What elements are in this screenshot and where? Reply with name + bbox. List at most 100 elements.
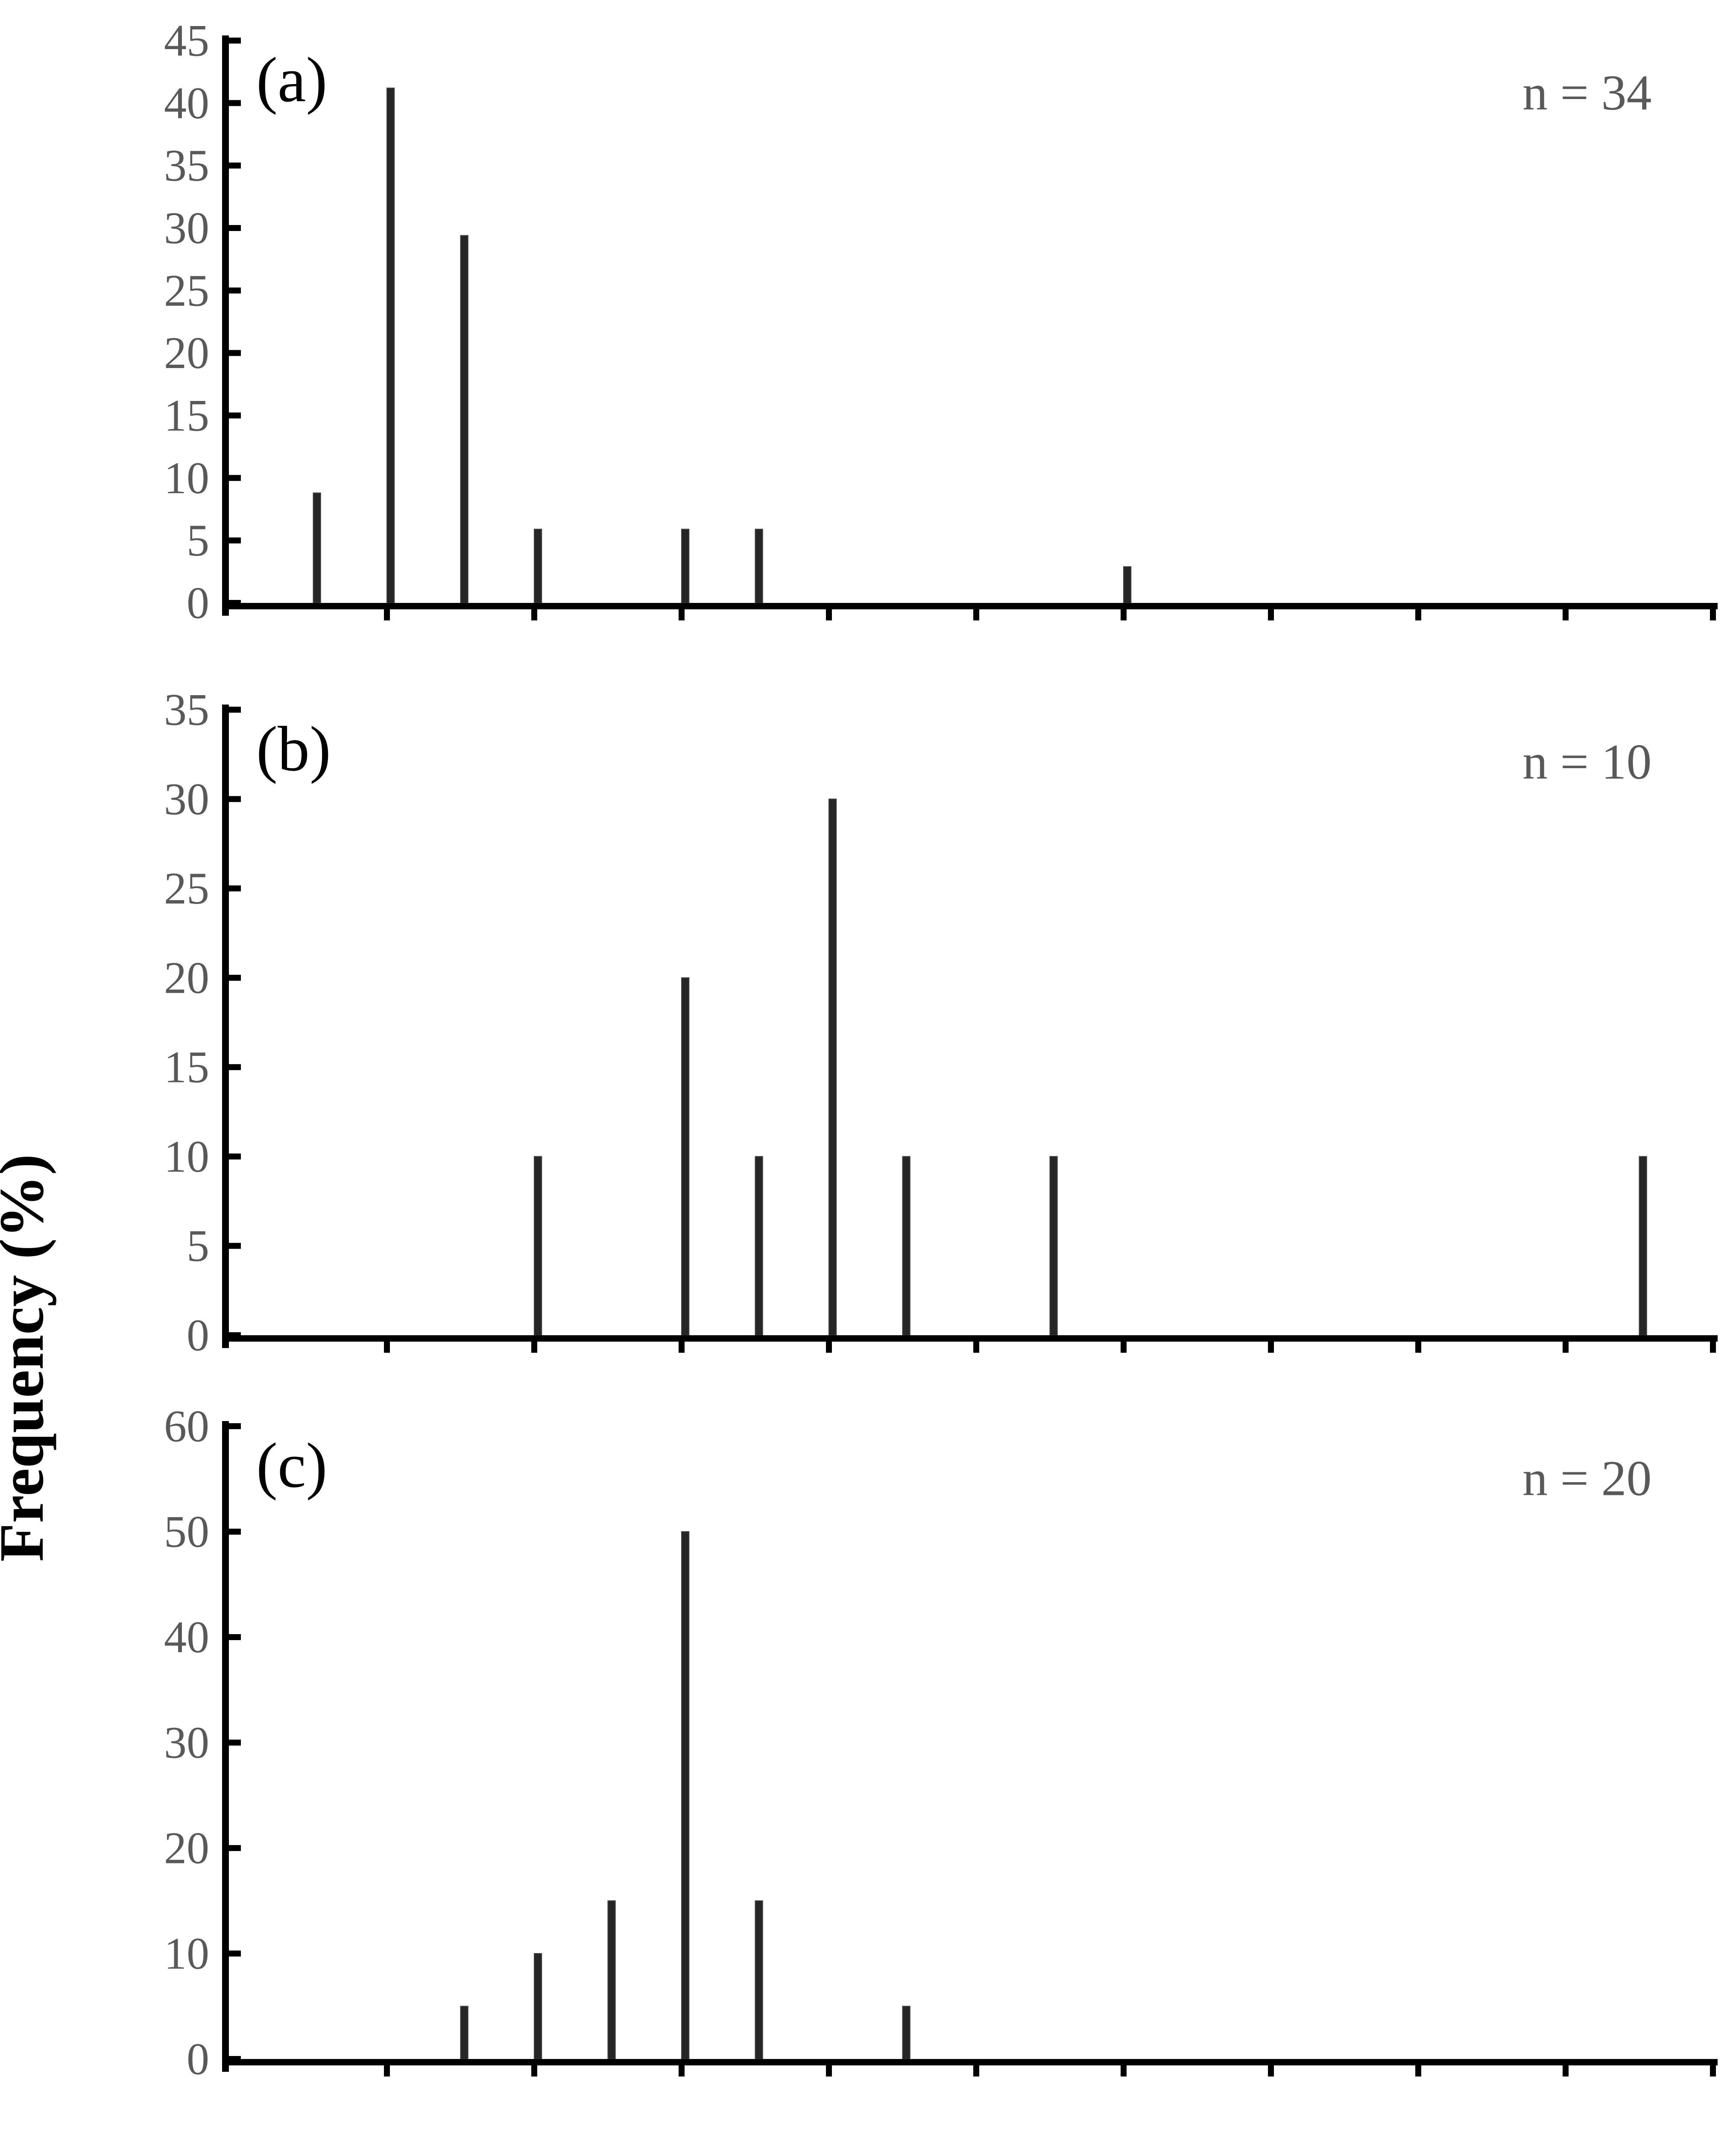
x-tick-b-20 bbox=[531, 1342, 537, 1353]
y-tick-c-30 bbox=[229, 1740, 241, 1746]
histogram-bar-b-55-60 bbox=[1049, 1156, 1058, 1336]
histogram-bar-a-5-10 bbox=[313, 492, 321, 604]
histogram-bar-a-60-65 bbox=[1123, 566, 1132, 604]
histogram-bar-c-20-25 bbox=[534, 1953, 542, 2059]
y-tick-label-a-40: 40 bbox=[164, 78, 209, 128]
x-tick-b-30 bbox=[679, 1342, 685, 1353]
x-tick-c-80 bbox=[1415, 2065, 1421, 2077]
y-tick-c-10 bbox=[229, 1951, 241, 1957]
x-tick-c-60 bbox=[1121, 2065, 1127, 2077]
x-tick-c-40 bbox=[826, 2065, 832, 2077]
x-tick-a-40 bbox=[826, 609, 832, 620]
histogram-bar-b-95-100 bbox=[1639, 1156, 1647, 1336]
x-tick-c-10 bbox=[384, 2065, 390, 2077]
y-tick-label-c-20: 20 bbox=[164, 1823, 209, 1873]
panel-a: 0 5 10 15 20 25 30 35 40 45 (a) n = 34 bbox=[164, 16, 1718, 628]
x-tick-a-90 bbox=[1563, 609, 1569, 620]
y-tick-label-a-30: 30 bbox=[164, 203, 209, 253]
y-tick-label-c-30: 30 bbox=[164, 1718, 209, 1768]
histogram-bar-a-30-35 bbox=[681, 529, 690, 603]
y-tick-b-30 bbox=[229, 796, 241, 802]
y-tick-c-20 bbox=[229, 1845, 241, 1851]
y-tick-a-45 bbox=[229, 38, 241, 44]
histogram-bar-a-15-20 bbox=[460, 235, 468, 603]
y-tick-label-b-10: 10 bbox=[164, 1132, 209, 1182]
x-tick-c-70 bbox=[1268, 2065, 1274, 2077]
x-tick-b-60 bbox=[1121, 1342, 1127, 1353]
y-tick-label-b-15: 15 bbox=[164, 1042, 209, 1092]
x-tick-c-50 bbox=[973, 2065, 979, 2077]
histogram-bar-b-20-25 bbox=[534, 1156, 542, 1336]
y-tick-label-a-35: 35 bbox=[164, 140, 209, 190]
y-tick-a-30 bbox=[229, 225, 241, 231]
histogram-bar-c-30-35 bbox=[681, 1531, 690, 2059]
histogram-bar-c-45-50 bbox=[902, 2006, 910, 2059]
y-tick-label-c-40: 40 bbox=[164, 1612, 209, 1662]
y-tick-label-b-5: 5 bbox=[187, 1221, 209, 1271]
x-tick-a-10 bbox=[384, 609, 390, 620]
histogram-bar-b-40-45 bbox=[828, 798, 837, 1336]
y-tick-a-40 bbox=[229, 100, 241, 106]
y-axis-title: Frequency (%) bbox=[0, 1154, 57, 1562]
y-tick-a-0 bbox=[229, 600, 241, 606]
y-tick-c-0 bbox=[229, 2056, 241, 2062]
y-tick-b-35 bbox=[229, 707, 241, 713]
x-tick-c-90 bbox=[1563, 2065, 1569, 2077]
y-tick-a-20 bbox=[229, 350, 241, 356]
y-tick-a-10 bbox=[229, 475, 241, 481]
y-tick-b-5 bbox=[229, 1243, 241, 1249]
y-tick-label-a-0: 0 bbox=[187, 578, 209, 628]
y-tick-a-15 bbox=[229, 412, 241, 418]
y-tick-label-c-50: 50 bbox=[164, 1507, 209, 1557]
y-tick-label-a-45: 45 bbox=[164, 16, 209, 66]
x-tick-c-30 bbox=[679, 2065, 685, 2077]
histogram-bar-b-45-50 bbox=[902, 1156, 910, 1336]
y-tick-label-b-30: 30 bbox=[164, 774, 209, 824]
y-tick-label-b-25: 25 bbox=[164, 863, 209, 913]
x-tick-a-30 bbox=[679, 609, 685, 620]
y-axis-line-c bbox=[222, 1421, 229, 2072]
x-tick-a-80 bbox=[1415, 609, 1421, 620]
x-tick-b-70 bbox=[1268, 1342, 1274, 1353]
y-tick-label-a-10: 10 bbox=[164, 453, 209, 503]
y-tick-label-b-20: 20 bbox=[164, 953, 209, 1003]
histogram-bar-c-35-40 bbox=[755, 1900, 763, 2059]
panel-b: 0 5 10 15 20 25 30 35 (b) n = 10 bbox=[164, 685, 1718, 1360]
panels-group: 0 5 10 15 20 25 30 35 40 45 (a) n = 34 0 5 10 15 20 25 30 3… bbox=[164, 16, 1718, 2084]
x-tick-a-100 bbox=[1710, 609, 1716, 620]
histogram-bar-a-20-25 bbox=[534, 529, 542, 603]
x-tick-a-60 bbox=[1121, 609, 1127, 620]
histogram-bar-c-25-30 bbox=[607, 1900, 616, 2059]
y-tick-a-35 bbox=[229, 162, 241, 169]
y-tick-b-25 bbox=[229, 885, 241, 892]
n-label-c: n = 20 bbox=[1522, 1451, 1652, 1506]
histogram-bar-a-35-40 bbox=[755, 529, 763, 603]
x-tick-c-20 bbox=[531, 2065, 537, 2077]
x-tick-a-50 bbox=[973, 609, 979, 620]
panel-letter-a: (a) bbox=[256, 44, 327, 115]
y-tick-b-0 bbox=[229, 1332, 241, 1338]
histogram-bar-c-15-20 bbox=[460, 2006, 468, 2059]
x-tick-b-40 bbox=[826, 1342, 832, 1353]
x-tick-a-20 bbox=[531, 609, 537, 620]
y-tick-label-a-5: 5 bbox=[187, 515, 209, 565]
n-label-b: n = 10 bbox=[1522, 734, 1652, 790]
x-tick-a-70 bbox=[1268, 609, 1274, 620]
x-axis-line-a bbox=[222, 603, 1718, 609]
y-tick-a-25 bbox=[229, 287, 241, 294]
x-tick-b-80 bbox=[1415, 1342, 1421, 1353]
histogram-bar-a-10-15 bbox=[386, 88, 395, 603]
y-axis-line-a bbox=[222, 35, 229, 616]
y-tick-label-a-15: 15 bbox=[164, 391, 209, 441]
y-axis-line-b bbox=[222, 705, 229, 1348]
y-tick-a-5 bbox=[229, 537, 241, 544]
n-label-a: n = 34 bbox=[1522, 65, 1652, 121]
y-tick-c-50 bbox=[229, 1529, 241, 1535]
y-tick-label-a-25: 25 bbox=[164, 266, 209, 316]
panel-letter-b: (b) bbox=[256, 714, 331, 784]
x-tick-c-100 bbox=[1710, 2065, 1716, 2077]
x-tick-b-10 bbox=[384, 1342, 390, 1353]
y-tick-b-15 bbox=[229, 1064, 241, 1070]
